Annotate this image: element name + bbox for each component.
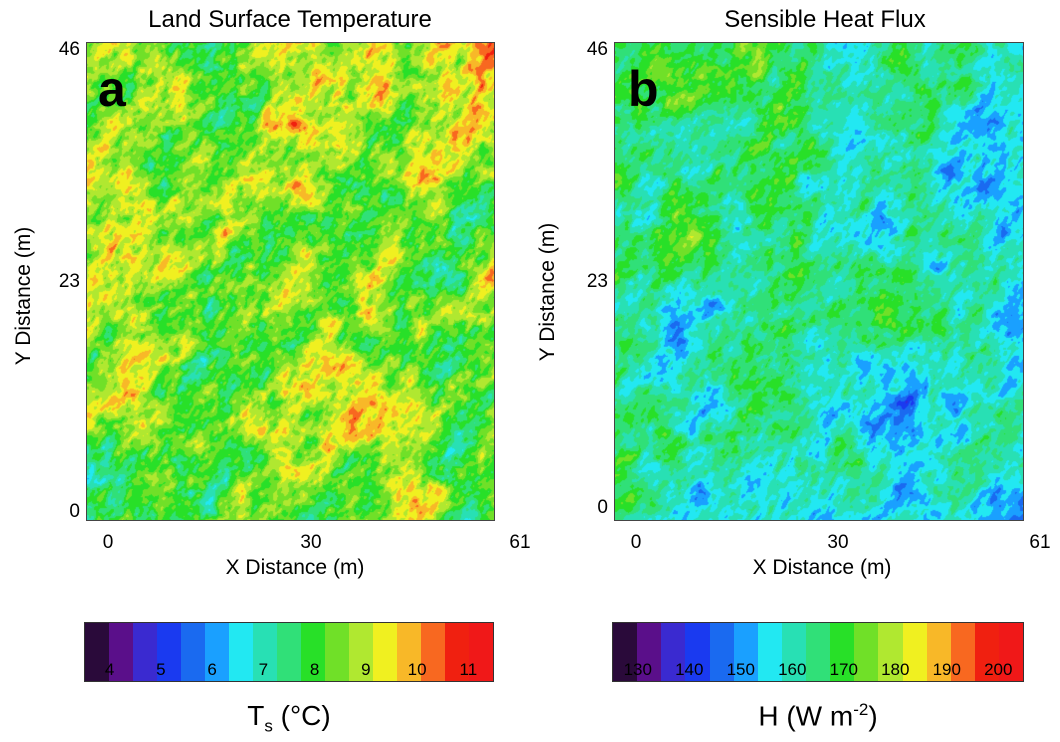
colorbar-tick-label: 7 <box>258 660 269 679</box>
chart-a-xtick-30: 30 <box>300 532 322 553</box>
colorbar-tick-label: 9 <box>361 660 371 679</box>
chart-a-colorbar-label: Ts (°C) <box>247 700 331 736</box>
colorbar-segment <box>109 623 133 681</box>
chart-b-ytick-46: 46 <box>586 39 608 60</box>
colorbar-segment <box>613 623 638 681</box>
chart-b-plot-area <box>614 42 1024 521</box>
colorbar-segment <box>253 623 277 681</box>
chart-b-ytick-23: 23 <box>586 271 608 292</box>
colorbar-segment <box>397 623 421 681</box>
chart-b-panel-letter: b <box>628 61 659 117</box>
colorbar-tick-label: 170 <box>829 660 858 679</box>
colorbar-tick-label: 6 <box>207 660 217 679</box>
colorbar-segment <box>781 623 806 681</box>
colorbar-segment <box>709 623 734 681</box>
chart-a-ytick-0: 0 <box>69 501 80 522</box>
colorbar-segment <box>349 623 373 681</box>
chart-a-heatmap <box>87 43 494 520</box>
colorbar-tick-label: 4 <box>104 660 115 679</box>
colorbar-segment <box>733 623 758 681</box>
colorbar-tick-label: 190 <box>932 660 961 679</box>
chart-b-heatmap <box>615 43 1023 520</box>
chart-a-ytick-46: 46 <box>58 39 80 60</box>
chart-a-colorbar <box>84 622 494 682</box>
chart-a-xlabel: X Distance (m) <box>225 556 365 579</box>
colorbar-segment <box>974 623 999 681</box>
chart-b-title: Sensible Heat Flux <box>724 6 926 33</box>
colorbar-segment <box>181 623 205 681</box>
colorbar-tick-label: 5 <box>156 660 166 679</box>
colorbar-segment <box>637 623 662 681</box>
colorbar-segment <box>685 623 710 681</box>
chart-b-colorbar <box>612 622 1024 682</box>
chart-b-xtick-30: 30 <box>827 532 849 553</box>
colorbar-segment <box>757 623 782 681</box>
colorbar-segment <box>999 623 1024 681</box>
chart-a-xtick-61: 61 <box>509 532 531 553</box>
colorbar-tick-label: 11 <box>459 660 478 679</box>
colorbar-segment <box>205 623 229 681</box>
colorbar-segment <box>301 623 325 681</box>
colorbar-tick-label: 10 <box>407 660 427 679</box>
colorbar-segment <box>277 623 301 681</box>
colorbar-segment <box>85 623 109 681</box>
colorbar-segment <box>133 623 157 681</box>
colorbar-segment <box>902 623 927 681</box>
colorbar-segment <box>157 623 181 681</box>
colorbar-segment <box>325 623 349 681</box>
chart-a-ylabel: Y Distance (m) <box>12 226 35 366</box>
colorbar-tick-label: 200 <box>984 660 1013 679</box>
colorbar-tick-label: 180 <box>881 660 910 679</box>
colorbar-segment <box>950 623 975 681</box>
chart-a-panel-letter: a <box>98 61 126 117</box>
chart-b-colorbar-label: H (W m-2) <box>758 700 878 732</box>
chart-a-title: Land Surface Temperature <box>148 6 432 33</box>
colorbar-tick-label: 140 <box>675 660 704 679</box>
colorbar-segment <box>661 623 686 681</box>
colorbar-segment <box>421 623 445 681</box>
chart-b-ylabel: Y Distance (m) <box>536 222 559 362</box>
colorbar-segment <box>830 623 855 681</box>
chart-b-xlabel: X Distance (m) <box>752 556 892 579</box>
colorbar-segment <box>926 623 951 681</box>
colorbar-tick-label: 130 <box>623 660 652 679</box>
colorbar-tick-label: 160 <box>778 660 807 679</box>
colorbar-segment <box>469 623 493 681</box>
chart-a-xtick-0: 0 <box>102 532 114 553</box>
colorbar-segment <box>878 623 903 681</box>
chart-a-ytick-23: 23 <box>58 271 80 292</box>
colorbar-segment <box>373 623 397 681</box>
colorbar-tick-label: 150 <box>726 660 755 679</box>
chart-a-plot-area <box>86 42 495 521</box>
colorbar-segment <box>806 623 831 681</box>
chart-b-xtick-0: 0 <box>630 532 642 553</box>
colorbar-tick-label: 8 <box>309 660 320 679</box>
chart-b-ytick-0: 0 <box>597 497 608 518</box>
colorbar-segment <box>445 623 469 681</box>
colorbar-segment <box>229 623 253 681</box>
chart-b-xtick-61: 61 <box>1029 532 1051 553</box>
colorbar-segment <box>854 623 879 681</box>
